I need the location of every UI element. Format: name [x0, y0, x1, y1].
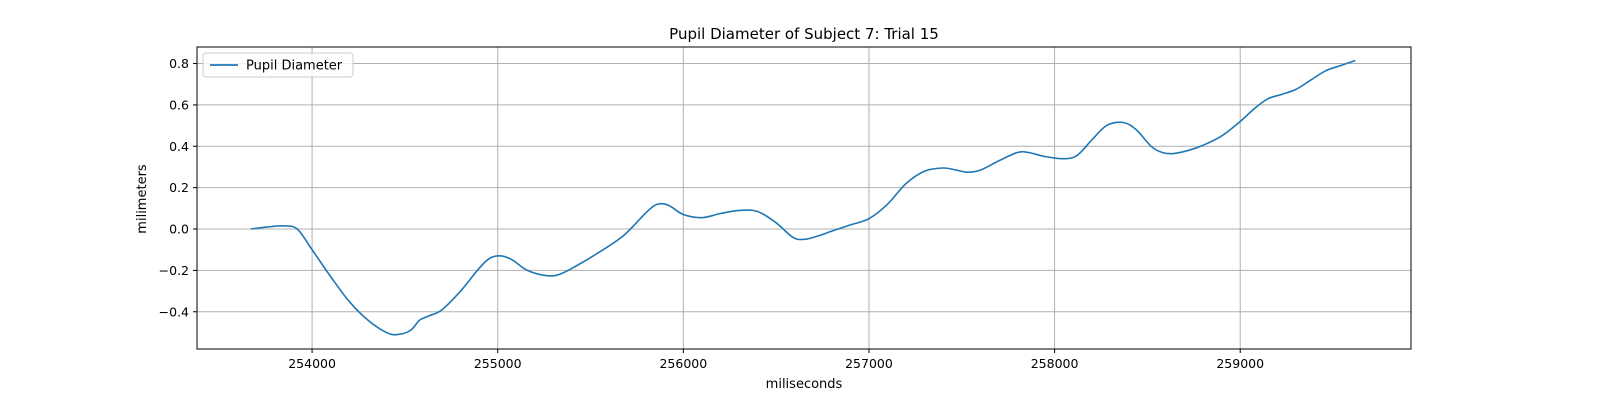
- x-tick-label: 254000: [288, 356, 336, 371]
- y-axis-label: milimeters: [135, 164, 150, 234]
- y-tick-label: 0.4: [169, 139, 189, 154]
- grid-lines: [197, 47, 1411, 349]
- x-axis-label: miliseconds: [766, 377, 843, 392]
- x-tick-label: 258000: [1031, 356, 1079, 371]
- series-layer: [250, 59, 1356, 336]
- axis-ticks: 254000 255000 256000 257000 258000 259000 −0.4…: [159, 56, 1264, 371]
- legend-entry: Pupil Diameter: [246, 59, 343, 74]
- chart-title: Pupil Diameter of Subject 7: Trial 15: [669, 25, 939, 43]
- series-line-pupil-diameter: [250, 59, 1356, 336]
- legend-box: [202, 52, 354, 78]
- legend: Pupil Diameter: [202, 52, 354, 78]
- y-tick-label: −0.4: [159, 304, 189, 319]
- y-tick-label: 0.0: [169, 222, 189, 237]
- x-tick-label: 257000: [845, 356, 893, 371]
- plot-frame: [196, 46, 1412, 350]
- x-tick-label: 256000: [659, 356, 707, 371]
- y-tick-label: 0.2: [169, 180, 189, 195]
- x-tick-label: 255000: [474, 356, 522, 371]
- y-tick-label: −0.2: [159, 263, 189, 278]
- y-tick-label: 0.8: [169, 56, 189, 71]
- x-tick-label: 259000: [1216, 356, 1264, 371]
- y-tick-label: 0.6: [169, 97, 189, 112]
